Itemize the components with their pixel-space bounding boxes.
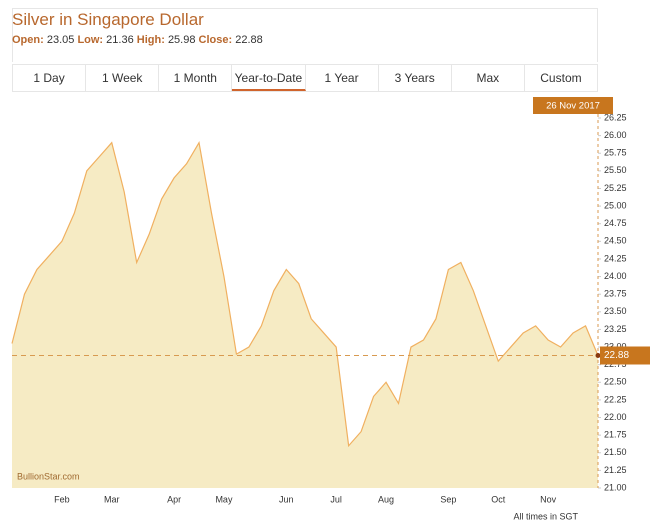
x-tick-label: Sep [440, 494, 456, 504]
area [12, 142, 598, 488]
tab[interactable]: Year-to-Date [232, 65, 306, 91]
y-tick-label: 22.50 [604, 377, 627, 387]
tab[interactable]: Max [452, 65, 525, 91]
x-tick-label: Aug [378, 494, 394, 504]
tabs: 1 Day 1 Week 1 Month Year-to-Date 1 Year 3 Ye… [12, 64, 598, 92]
y-tick-label: 23.50 [604, 306, 627, 316]
watermark: BullionStar.com [17, 471, 80, 481]
x-tick-label: Nov [540, 494, 557, 504]
y-tick-label: 25.50 [604, 165, 627, 175]
stat-value: 22.88 [235, 34, 263, 46]
tab[interactable]: 3 Years [379, 65, 452, 91]
y-tick-label: 21.25 [604, 465, 627, 475]
y-tick-label: 23.00 [604, 341, 627, 351]
last-value-label: 22.88 [604, 350, 629, 361]
y-tick-label: 22.00 [604, 412, 627, 422]
y-tick-label: 24.50 [604, 236, 627, 246]
tab[interactable]: 1 Year [306, 65, 379, 91]
tab[interactable]: 1 Week [86, 65, 160, 91]
stat-value: 21.36 [106, 34, 134, 46]
y-tick-label: 26.00 [604, 130, 627, 140]
tab[interactable]: Custom [540, 71, 582, 85]
last-point [595, 353, 601, 359]
y-tick-label: 24.00 [604, 271, 627, 281]
y-tick-label: 26.25 [604, 112, 627, 122]
y-tick-label: 25.00 [604, 200, 627, 210]
x-tick-label: Apr [167, 494, 181, 504]
y-tick-label: 21.00 [604, 482, 627, 492]
stat-label: Low: [77, 34, 104, 46]
date-label: 26 Nov 2017 [546, 101, 600, 112]
title: Silver in Singapore Dollar [12, 10, 204, 29]
stats: Open: 23.05 Low: 21.36 High: 25.98 Close… [12, 34, 263, 46]
header [12, 8, 598, 62]
y-tick-label: 21.50 [604, 447, 627, 457]
x-tick-label: May [215, 494, 233, 504]
x-tick-label: Oct [491, 494, 506, 504]
stat-label: High: [136, 34, 165, 46]
tab[interactable]: 1 Month [159, 65, 233, 91]
y-tick-label: 21.75 [604, 430, 627, 440]
x-tick-label: Jun [279, 494, 294, 504]
line [11, 140, 599, 448]
stat-value: 23.05 [46, 34, 75, 46]
y-tick-label: 23.25 [604, 324, 627, 334]
date-badge [533, 97, 613, 114]
y-tick-label: 23.75 [604, 289, 627, 299]
y-tick-label: 22.25 [604, 394, 627, 404]
tab[interactable]: 1 Day [13, 65, 87, 91]
y-tick-label: 25.25 [604, 183, 627, 193]
x-tick-label: Feb [54, 494, 70, 504]
x-tick-label: Mar [104, 494, 120, 504]
last-value-badge [600, 346, 650, 365]
stat-value: 25.98 [167, 34, 196, 46]
y-tick-label: 25.75 [604, 148, 627, 158]
x-tick-label: Jul [330, 494, 342, 504]
y-tick-label: 24.25 [604, 253, 627, 263]
y-tick-label: 24.75 [604, 218, 627, 228]
stat-label: Close: [198, 34, 233, 46]
footnote: All times in SGT [513, 511, 578, 521]
stat-label: Open: [12, 34, 44, 46]
